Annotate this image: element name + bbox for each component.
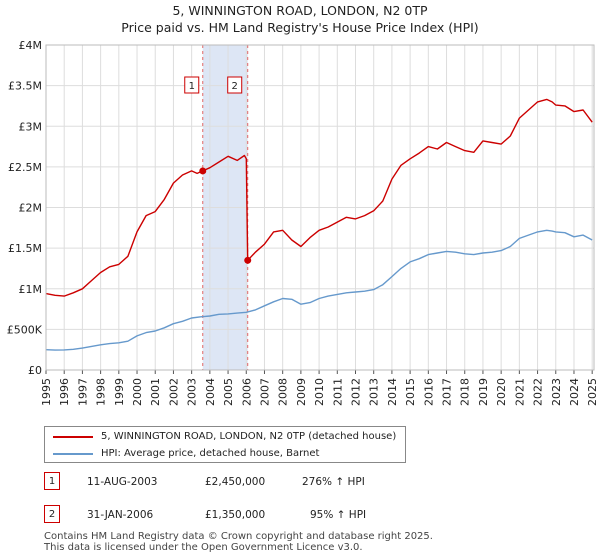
x-tick-label: 2010 (313, 378, 326, 406)
title-line-2: Price paid vs. HM Land Registry's House … (121, 20, 479, 35)
x-tick-label: 2004 (204, 378, 217, 406)
annotation-label-1: 1 (189, 81, 195, 92)
y-tick-label: £2.5M (8, 161, 42, 174)
x-tick-label: 2020 (495, 378, 508, 406)
x-tick-label: 2009 (295, 378, 308, 406)
plot-border (45, 44, 595, 371)
x-tick-label: 2000 (131, 378, 144, 406)
legend: 5, WINNINGTON ROAD, LONDON, N2 0TP (deta… (44, 426, 406, 463)
footer: Contains HM Land Registry data © Crown c… (44, 531, 433, 553)
y-tick-label: £500K (7, 323, 43, 336)
transaction-badge-1: 1 (44, 472, 60, 490)
hpi-series-line (45, 229, 593, 351)
sale-point-2 (244, 256, 252, 264)
transaction-hpi-2: 95% ↑ HPI (310, 509, 367, 521)
annotation-box-2 (227, 76, 243, 94)
price-chart: £0 £500K £1M £1.5M £2M £2.5M £3M £3.5M £4M 1995 19… (7, 39, 599, 406)
transaction-hpi-1: 276% ↑ HPI (302, 476, 365, 488)
x-tick-label: 1998 (95, 378, 108, 406)
footer-licence: This data is licensed under the Open Gov… (44, 542, 363, 553)
x-tick-label: 1996 (58, 378, 71, 406)
transaction-price-2: £1,350,000 (205, 509, 266, 521)
x-tick-label: 2003 (186, 378, 199, 406)
x-tick-label: 1997 (76, 378, 89, 406)
x-tick-label: 2019 (477, 378, 490, 406)
y-tick-label: £4M (19, 39, 43, 52)
x-tick-label: 2021 (513, 378, 526, 406)
annotation-box-1 (184, 76, 200, 94)
legend-swatch-property (53, 436, 93, 438)
y-tick-label: £1.5M (8, 242, 42, 255)
legend-swatch-hpi (53, 453, 93, 455)
x-tick-label: 2018 (459, 378, 472, 406)
x-tick-label: 2008 (277, 378, 290, 406)
x-tick-label: 2025 (586, 378, 599, 406)
x-tick-label: 2017 (441, 378, 454, 406)
y-tick-label: £3M (19, 120, 43, 133)
x-tick-label: 2012 (350, 378, 363, 406)
x-tick-label: 2005 (222, 378, 235, 406)
transaction-price-1: £2,450,000 (205, 476, 266, 488)
y-tick-label: £2M (19, 202, 43, 215)
x-tick-label: 2013 (368, 378, 381, 406)
footer-copyright: Contains HM Land Registry data © Crown c… (44, 531, 433, 542)
legend-label-property: 5, WINNINGTON ROAD, LONDON, N2 0TP (deta… (101, 431, 397, 442)
x-tick-label: 2014 (386, 378, 399, 406)
x-tick-label: 2015 (404, 378, 417, 406)
x-tick-label: 2023 (550, 378, 563, 406)
transaction-badge-2: 2 (44, 505, 60, 523)
y-tick-label: £1M (19, 283, 43, 296)
chart-title: 5, WINNINGTON ROAD, LONDON, N2 0TP Price… (0, 2, 600, 36)
x-tick-label: 2011 (331, 378, 344, 406)
x-tick-label: 2006 (240, 378, 253, 406)
x-tick-label: 1995 (40, 378, 53, 406)
legend-label-hpi: HPI: Average price, detached house, Barn… (101, 448, 320, 459)
transaction-date-1: 11-AUG-2003 (87, 476, 158, 488)
title-line-1: 5, WINNINGTON ROAD, LONDON, N2 0TP (172, 3, 428, 18)
x-tick-label: 2016 (422, 378, 435, 406)
transaction-date-2: 31-JAN-2006 (87, 509, 154, 521)
x-tick-label: 2022 (532, 378, 545, 406)
sale-point-1 (199, 167, 207, 175)
property-series-line (45, 98, 593, 297)
x-tick-label: 1999 (113, 378, 126, 406)
x-tick-label: 2024 (568, 378, 581, 406)
x-tick-label: 2007 (258, 378, 271, 406)
x-tick-label: 2002 (167, 378, 180, 406)
annotation-label-2: 2 (232, 81, 238, 92)
y-tick-label: £0 (28, 364, 42, 377)
y-tick-label: £3.5M (8, 80, 42, 93)
x-tick-label: 2001 (149, 378, 162, 406)
